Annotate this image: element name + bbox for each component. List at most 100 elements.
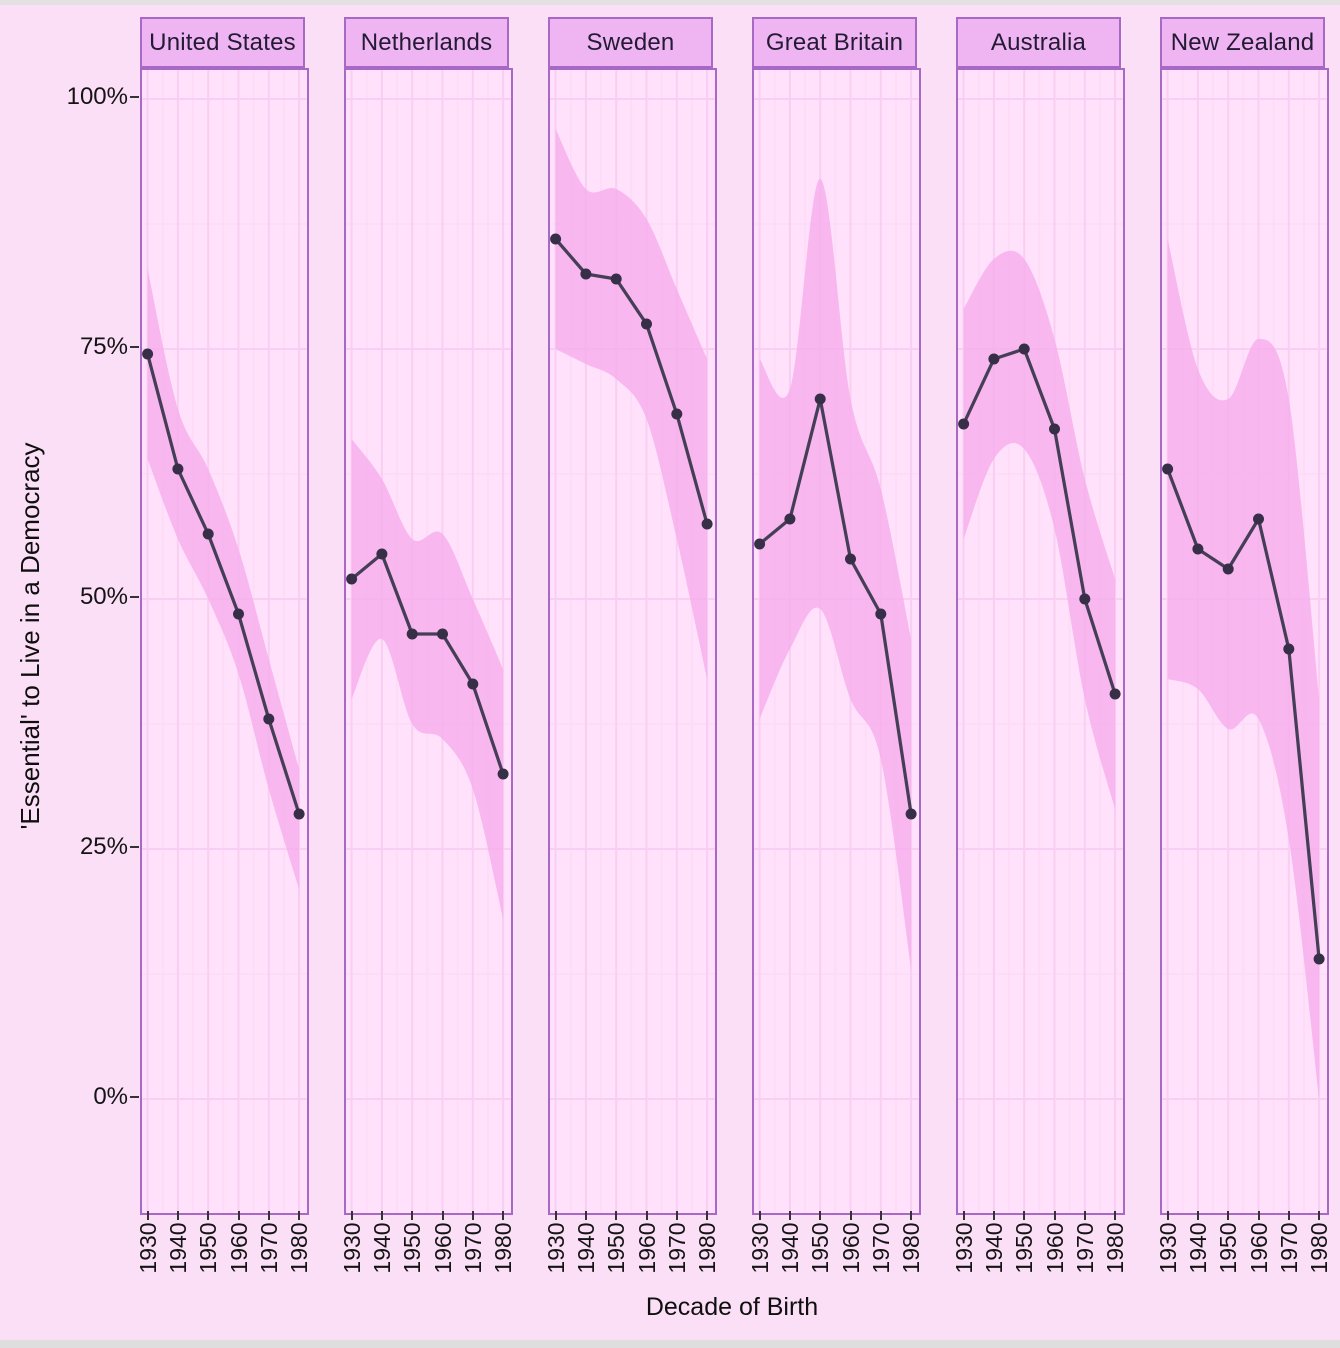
x-tick-label-1960: 1960 [1245, 1222, 1272, 1274]
x-tick-label-1930: 1930 [1154, 1222, 1181, 1274]
x-tick-mark [1083, 1211, 1086, 1220]
y-tick-label-50pct: 50% [79, 583, 128, 610]
confidence-ribbon [759, 178, 912, 969]
x-axis-title: Decade of Birth [645, 1293, 819, 1321]
data-point-1930 [754, 538, 766, 550]
x-tick-mark [584, 1211, 587, 1220]
x-tick-label-1970: 1970 [255, 1222, 282, 1274]
x-tick-mark [1287, 1211, 1290, 1220]
x-tick-mark [849, 1211, 852, 1220]
x-tick-label-1930: 1930 [134, 1222, 161, 1274]
confidence-ribbon [351, 439, 504, 919]
x-tick-label-1960: 1960 [837, 1222, 864, 1274]
trend-line [145, 352, 301, 816]
data-point-1940 [172, 463, 184, 475]
x-tick-mark [554, 1211, 557, 1220]
window-chrome-bottom [0, 1340, 1340, 1348]
data-point-1980 [905, 808, 917, 820]
y-tick-label-25pct: 25% [79, 833, 128, 860]
x-tick-mark [1166, 1211, 1169, 1220]
x-tick-mark [146, 1211, 149, 1220]
y-tick-mark [130, 1096, 139, 1098]
x-tick-mark [1227, 1211, 1230, 1220]
window-chrome-top [0, 0, 1340, 5]
x-tick-mark [819, 1211, 822, 1220]
confidence-ribbon [147, 269, 300, 889]
data-point-1970 [875, 608, 887, 620]
x-tick-label-1960: 1960 [633, 1222, 660, 1274]
data-point-1980 [497, 768, 509, 780]
data-point-1950 [202, 528, 214, 540]
x-tick-label-1960: 1960 [429, 1222, 456, 1274]
confidence-ribbon [555, 129, 708, 679]
x-tick-mark [788, 1211, 791, 1220]
x-tick-mark [1196, 1211, 1199, 1220]
x-tick-mark [237, 1211, 240, 1220]
y-tick-mark [130, 96, 139, 98]
x-tick-label-1950: 1950 [1215, 1222, 1242, 1274]
facet-strip-label: United States [140, 17, 305, 68]
data-point-1940 [988, 353, 1000, 365]
data-point-1980 [1109, 688, 1121, 700]
x-tick-label-1970: 1970 [1275, 1222, 1302, 1274]
x-tick-mark [380, 1211, 383, 1220]
x-tick-mark [471, 1211, 474, 1220]
trend-line [757, 397, 913, 816]
x-tick-mark [1318, 1211, 1321, 1220]
x-tick-label-1980: 1980 [286, 1222, 313, 1274]
y-tick-mark [130, 846, 139, 848]
trend-line [961, 347, 1117, 696]
data-point-1930 [550, 233, 562, 245]
data-point-1960 [437, 628, 448, 640]
x-tick-label-1940: 1940 [776, 1222, 803, 1274]
x-tick-label-1960: 1960 [225, 1222, 252, 1274]
x-tick-label-1930: 1930 [338, 1222, 365, 1274]
x-tick-mark [502, 1211, 505, 1220]
data-point-1980 [1313, 953, 1325, 965]
y-tick-mark [130, 596, 139, 598]
facet-strip-label: Great Britain [752, 17, 917, 68]
facet-strip-label: Australia [956, 17, 1121, 68]
y-tick-label-75pct: 75% [79, 333, 128, 360]
x-tick-mark [1023, 1211, 1026, 1220]
x-tick-mark [645, 1211, 648, 1220]
x-tick-mark [1053, 1211, 1056, 1220]
data-point-1940 [376, 548, 388, 560]
y-tick-mark [130, 346, 139, 348]
x-tick-mark [207, 1211, 210, 1220]
x-tick-label-1940: 1940 [572, 1222, 599, 1274]
facet-panel [752, 68, 921, 1215]
data-point-1950 [1018, 343, 1030, 355]
x-tick-label-1970: 1970 [867, 1222, 894, 1274]
x-tick-label-1940: 1940 [164, 1222, 191, 1274]
y-tick-label-0pct: 0% [93, 1083, 128, 1110]
x-tick-label-1950: 1950 [399, 1222, 426, 1274]
facet-strip-label: New Zealand [1160, 17, 1325, 68]
x-tick-label-1950: 1950 [1011, 1222, 1038, 1274]
x-tick-label-1980: 1980 [898, 1222, 925, 1274]
data-point-1980 [293, 808, 305, 820]
x-tick-label-1980: 1980 [1102, 1222, 1129, 1274]
data-point-1950 [1222, 563, 1234, 575]
data-point-1960 [1049, 423, 1060, 435]
x-tick-label-1970: 1970 [663, 1222, 690, 1274]
facet-panel [1160, 68, 1329, 1215]
x-tick-mark [441, 1211, 444, 1220]
x-tick-mark [298, 1211, 301, 1220]
facet-panel [956, 68, 1125, 1215]
x-tick-mark [411, 1211, 414, 1220]
x-tick-label-1980: 1980 [490, 1222, 517, 1274]
x-tick-label-1940: 1940 [1184, 1222, 1211, 1274]
x-tick-label-1930: 1930 [950, 1222, 977, 1274]
data-point-1960 [845, 553, 856, 565]
data-point-1970 [263, 713, 275, 725]
facet-strip-label: Netherlands [344, 17, 509, 68]
data-point-1940 [784, 513, 796, 525]
data-point-1970 [671, 408, 683, 420]
trend-line [349, 552, 505, 776]
y-tick-label-100pct: 100% [66, 83, 128, 110]
data-point-1970 [1079, 593, 1091, 605]
data-point-1930 [346, 573, 358, 585]
x-tick-label-1940: 1940 [980, 1222, 1007, 1274]
confidence-ribbon [1167, 239, 1320, 1099]
